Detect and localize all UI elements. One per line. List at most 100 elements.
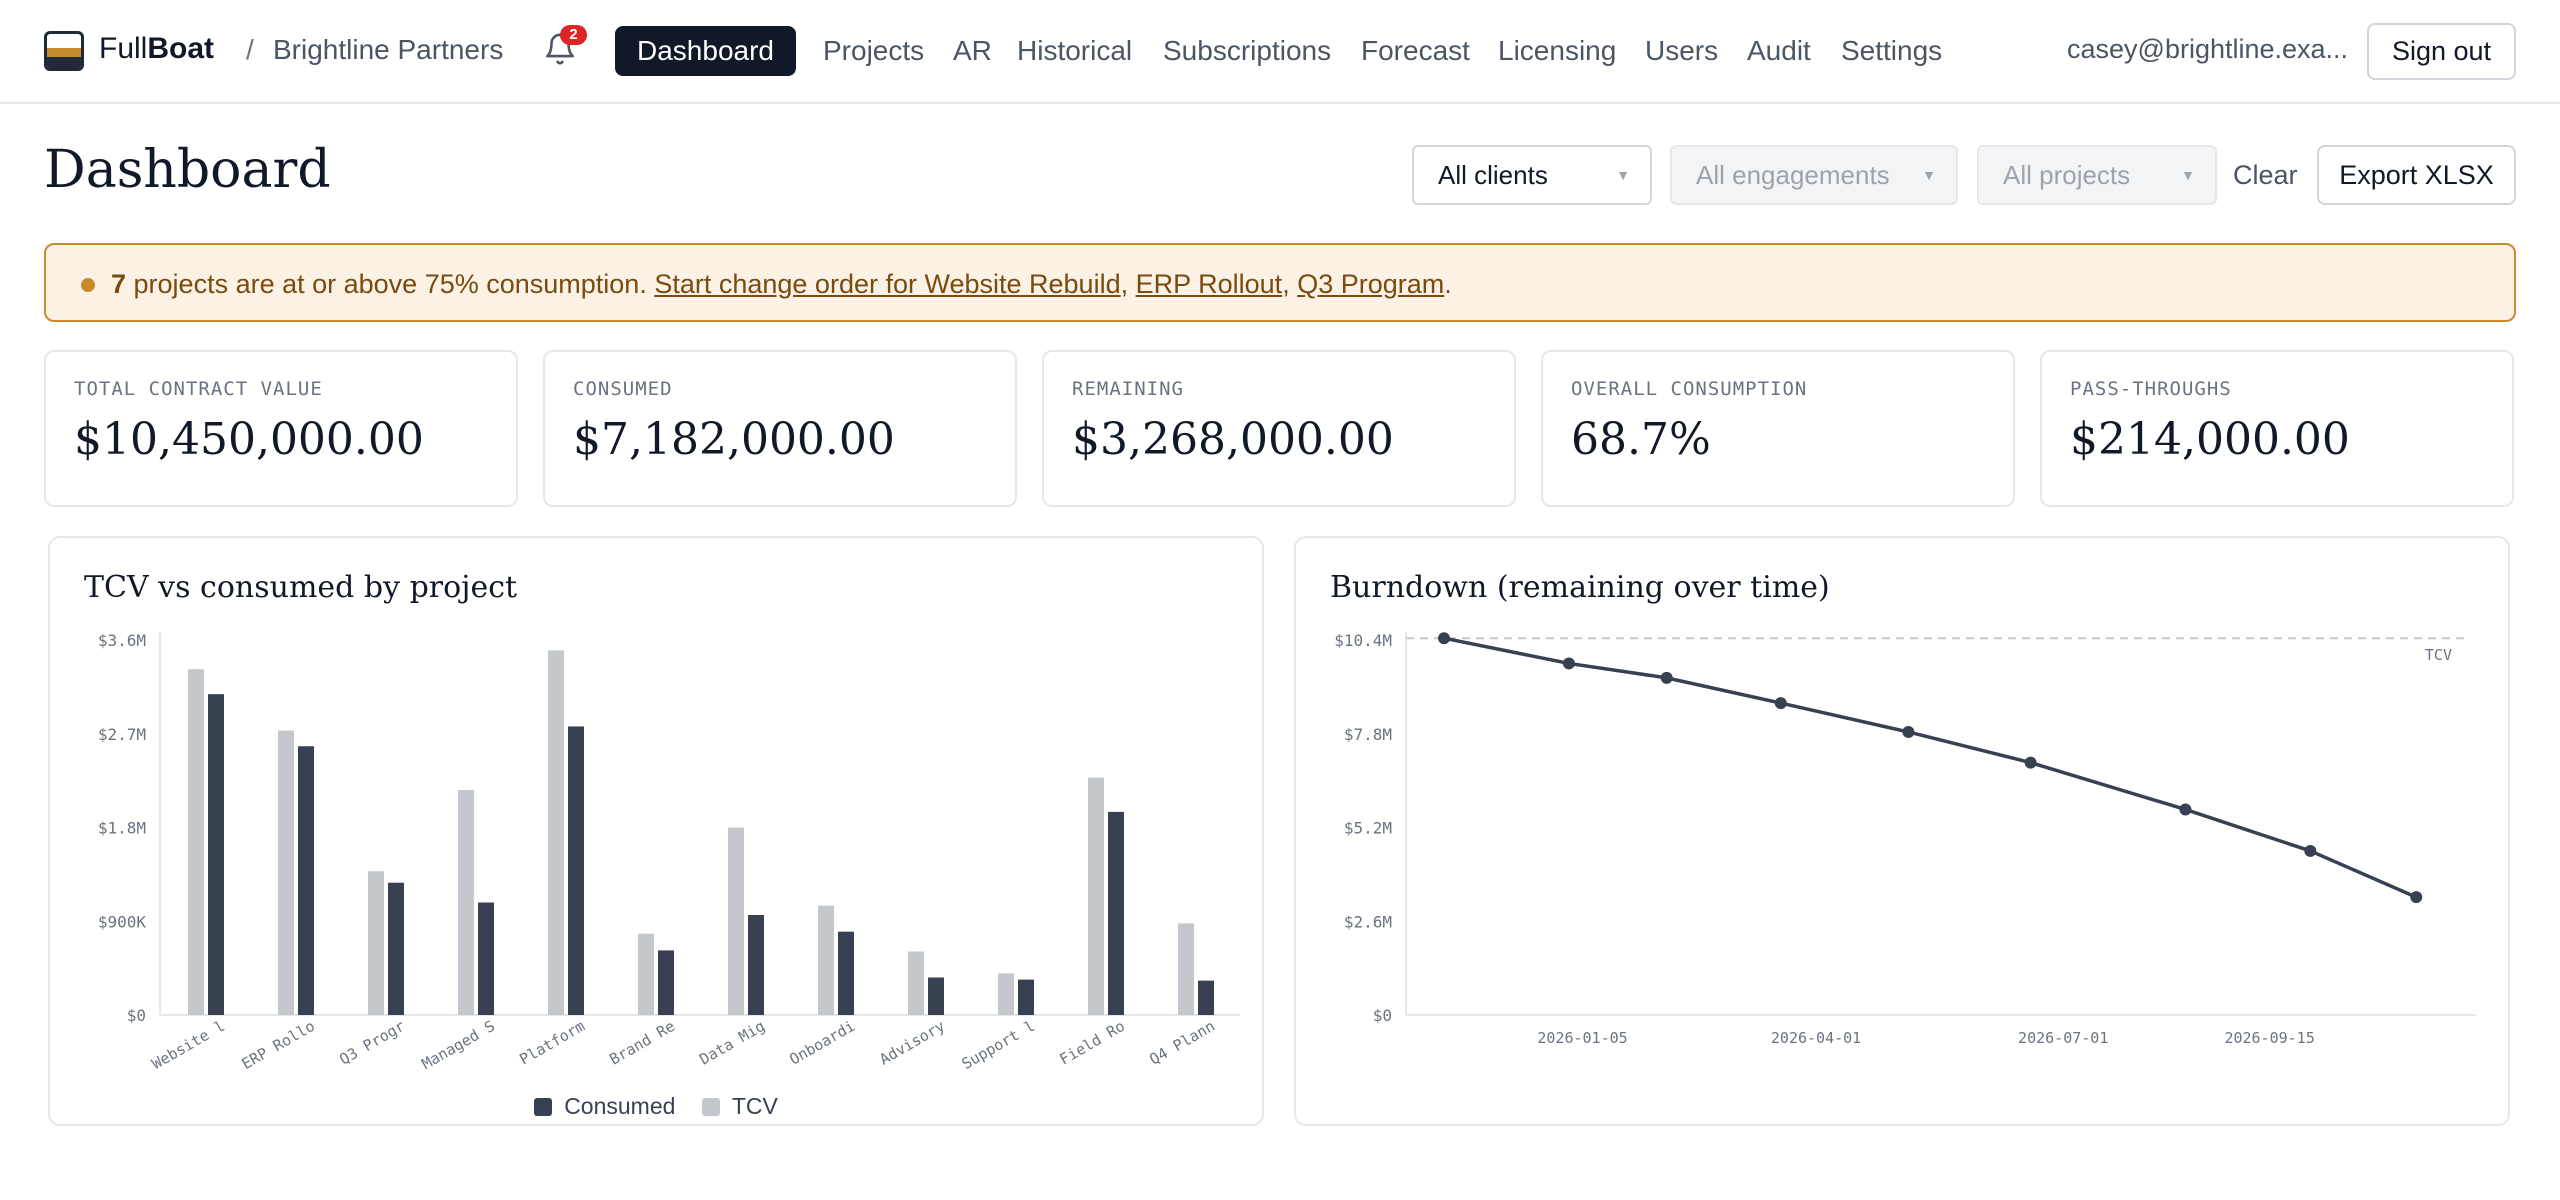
nav-licensing[interactable]: Licensing bbox=[1498, 35, 1617, 66]
burndown-line bbox=[1443, 636, 2417, 899]
tcv-vs-consumed-panel: TCV vs consumed by project $0 $900K $1.8M $… bbox=[48, 536, 1264, 1126]
alert-message: 7 projects are at or above 75% consumpti… bbox=[111, 269, 1452, 300]
nav-settings[interactable]: Settings bbox=[1841, 35, 1943, 66]
y-tick-label: $5.2M bbox=[1344, 819, 1392, 838]
user-email[interactable]: casey@brightline.exa... bbox=[2067, 34, 2347, 64]
engagements-select[interactable]: All engagements ▼ bbox=[1670, 145, 1958, 205]
legend-item-consumed[interactable]: Consumed bbox=[534, 1093, 675, 1120]
bar-tcv bbox=[908, 951, 924, 1015]
consumption-alert: 7 projects are at or above 75% consumpti… bbox=[44, 243, 2516, 322]
kpi-value: 68.7% bbox=[1571, 414, 1711, 465]
legend-swatch bbox=[534, 1097, 553, 1116]
nav-users[interactable]: Users bbox=[1645, 35, 1719, 66]
chart-title: TCV vs consumed by project bbox=[84, 570, 518, 605]
bar-consumed bbox=[1018, 979, 1034, 1015]
export-xlsx-button[interactable]: Export XLSX bbox=[2317, 145, 2516, 205]
engagements-select-value: All engagements bbox=[1696, 160, 1890, 190]
nav-forecast[interactable]: Forecast bbox=[1361, 35, 1470, 66]
bar-consumed bbox=[748, 915, 764, 1015]
brand-name[interactable]: FullBoat bbox=[99, 32, 215, 65]
projects-select[interactable]: All projects ▼ bbox=[1977, 145, 2217, 205]
kpi-value: $7,182,000.00 bbox=[573, 414, 895, 465]
chevron-down-icon: ▼ bbox=[1922, 167, 1936, 183]
data-point bbox=[1902, 725, 1915, 738]
alert-separator: , bbox=[1282, 269, 1298, 299]
projects-select-value: All projects bbox=[2003, 160, 2131, 190]
x-category-label: Field Ro bbox=[1056, 1017, 1128, 1069]
kpi-label: OVERALL CONSUMPTION bbox=[1571, 378, 1808, 400]
bar-tcv bbox=[728, 827, 744, 1015]
clients-select-value: All clients bbox=[1438, 160, 1548, 190]
data-point bbox=[2024, 756, 2037, 769]
bar-tcv bbox=[548, 650, 564, 1015]
bar-consumed bbox=[568, 726, 584, 1015]
data-point bbox=[1660, 671, 1673, 684]
x-category-label: Brand Re bbox=[606, 1017, 678, 1069]
nav-subscriptions[interactable]: Subscriptions bbox=[1163, 35, 1332, 66]
kpi-label: TOTAL CONTRACT VALUE bbox=[74, 378, 323, 400]
clear-filters-button[interactable]: Clear bbox=[2233, 160, 2298, 190]
nav-audit[interactable]: Audit bbox=[1747, 35, 1811, 66]
chevron-down-icon: ▼ bbox=[2181, 167, 2195, 183]
alert-period: . bbox=[1444, 269, 1452, 299]
bar-tcv bbox=[458, 790, 474, 1015]
bar-tcv bbox=[188, 669, 204, 1015]
y-tick-label: $10.4M bbox=[1334, 631, 1392, 650]
bar-tcv bbox=[998, 973, 1014, 1015]
x-category-label: Data Mig bbox=[696, 1017, 768, 1069]
x-category-label: Platform bbox=[516, 1017, 588, 1069]
notification-badge: 2 bbox=[560, 25, 587, 45]
bar-chart: $0 $900K $1.8M $2.7M $3.6M Website l ERP Rollo… bbox=[98, 631, 1240, 1073]
bar-consumed bbox=[298, 746, 314, 1015]
kpi-label: REMAINING bbox=[1072, 378, 1184, 400]
kpi-consumed: CONSUMED $7,182,000.00 bbox=[543, 350, 1017, 507]
y-tick-label: $2.7M bbox=[98, 725, 146, 744]
x-category-label: Support l bbox=[959, 1017, 1038, 1073]
nav-ar[interactable]: AR bbox=[953, 35, 992, 66]
x-category-label: Website l bbox=[149, 1017, 228, 1073]
sign-out-button[interactable]: Sign out bbox=[2367, 23, 2516, 80]
change-order-website-link[interactable]: Start change order for Website Rebuild bbox=[654, 269, 1121, 299]
x-category-label: Advisory bbox=[876, 1017, 948, 1069]
bar-consumed bbox=[208, 694, 224, 1015]
y-tick-label: $900K bbox=[98, 912, 147, 931]
chart-legend: Consumed TCV bbox=[50, 1093, 1262, 1122]
bar-tcv bbox=[1088, 777, 1104, 1015]
breadcrumb-org[interactable]: Brightline Partners bbox=[273, 34, 504, 65]
x-tick-label: 2026-01-05 bbox=[1537, 1029, 1627, 1047]
nav-dashboard[interactable]: Dashboard bbox=[615, 26, 796, 76]
kpi-value: $3,268,000.00 bbox=[1072, 414, 1394, 465]
bell-icon[interactable] bbox=[543, 32, 577, 66]
x-tick-label: 2026-07-01 bbox=[2018, 1029, 2108, 1047]
x-category-label: Q3 Progr bbox=[336, 1017, 408, 1069]
bar-consumed bbox=[1198, 980, 1214, 1015]
erp-rollout-link[interactable]: ERP Rollout bbox=[1135, 269, 1283, 299]
q3-program-link[interactable]: Q3 Program bbox=[1297, 269, 1445, 299]
kpi-value: $10,450,000.00 bbox=[74, 414, 424, 465]
x-tick-label: 2026-04-01 bbox=[1771, 1029, 1861, 1047]
nav-historical[interactable]: Historical bbox=[1017, 35, 1133, 66]
x-tick-label: 2026-09-15 bbox=[2224, 1029, 2314, 1047]
clients-select[interactable]: All clients ▼ bbox=[1412, 145, 1652, 205]
x-category-label: ERP Rollo bbox=[239, 1017, 318, 1073]
x-category-label: Onboardi bbox=[786, 1017, 858, 1069]
data-point bbox=[1438, 632, 1451, 645]
nav-projects[interactable]: Projects bbox=[823, 35, 925, 66]
data-point bbox=[2410, 891, 2423, 904]
boat-logo-icon[interactable] bbox=[44, 31, 84, 71]
kpi-overall-consumption: OVERALL CONSUMPTION 68.7% bbox=[1541, 350, 2015, 507]
alert-count: 7 bbox=[111, 269, 127, 299]
data-point bbox=[2304, 844, 2317, 857]
bar-consumed bbox=[658, 950, 674, 1015]
x-category-label: Managed S bbox=[419, 1017, 498, 1073]
data-point bbox=[1562, 657, 1575, 670]
bar-consumed bbox=[1108, 811, 1124, 1015]
bar-tcv bbox=[818, 905, 834, 1015]
legend-swatch bbox=[701, 1097, 720, 1116]
bar-consumed bbox=[388, 882, 404, 1015]
legend-item-tcv[interactable]: TCV bbox=[701, 1093, 778, 1120]
bar-tcv bbox=[638, 933, 654, 1015]
x-category-label: Q4 Plann bbox=[1146, 1017, 1218, 1069]
kpi-label: CONSUMED bbox=[573, 378, 673, 400]
kpi-value: $214,000.00 bbox=[2070, 414, 2350, 465]
